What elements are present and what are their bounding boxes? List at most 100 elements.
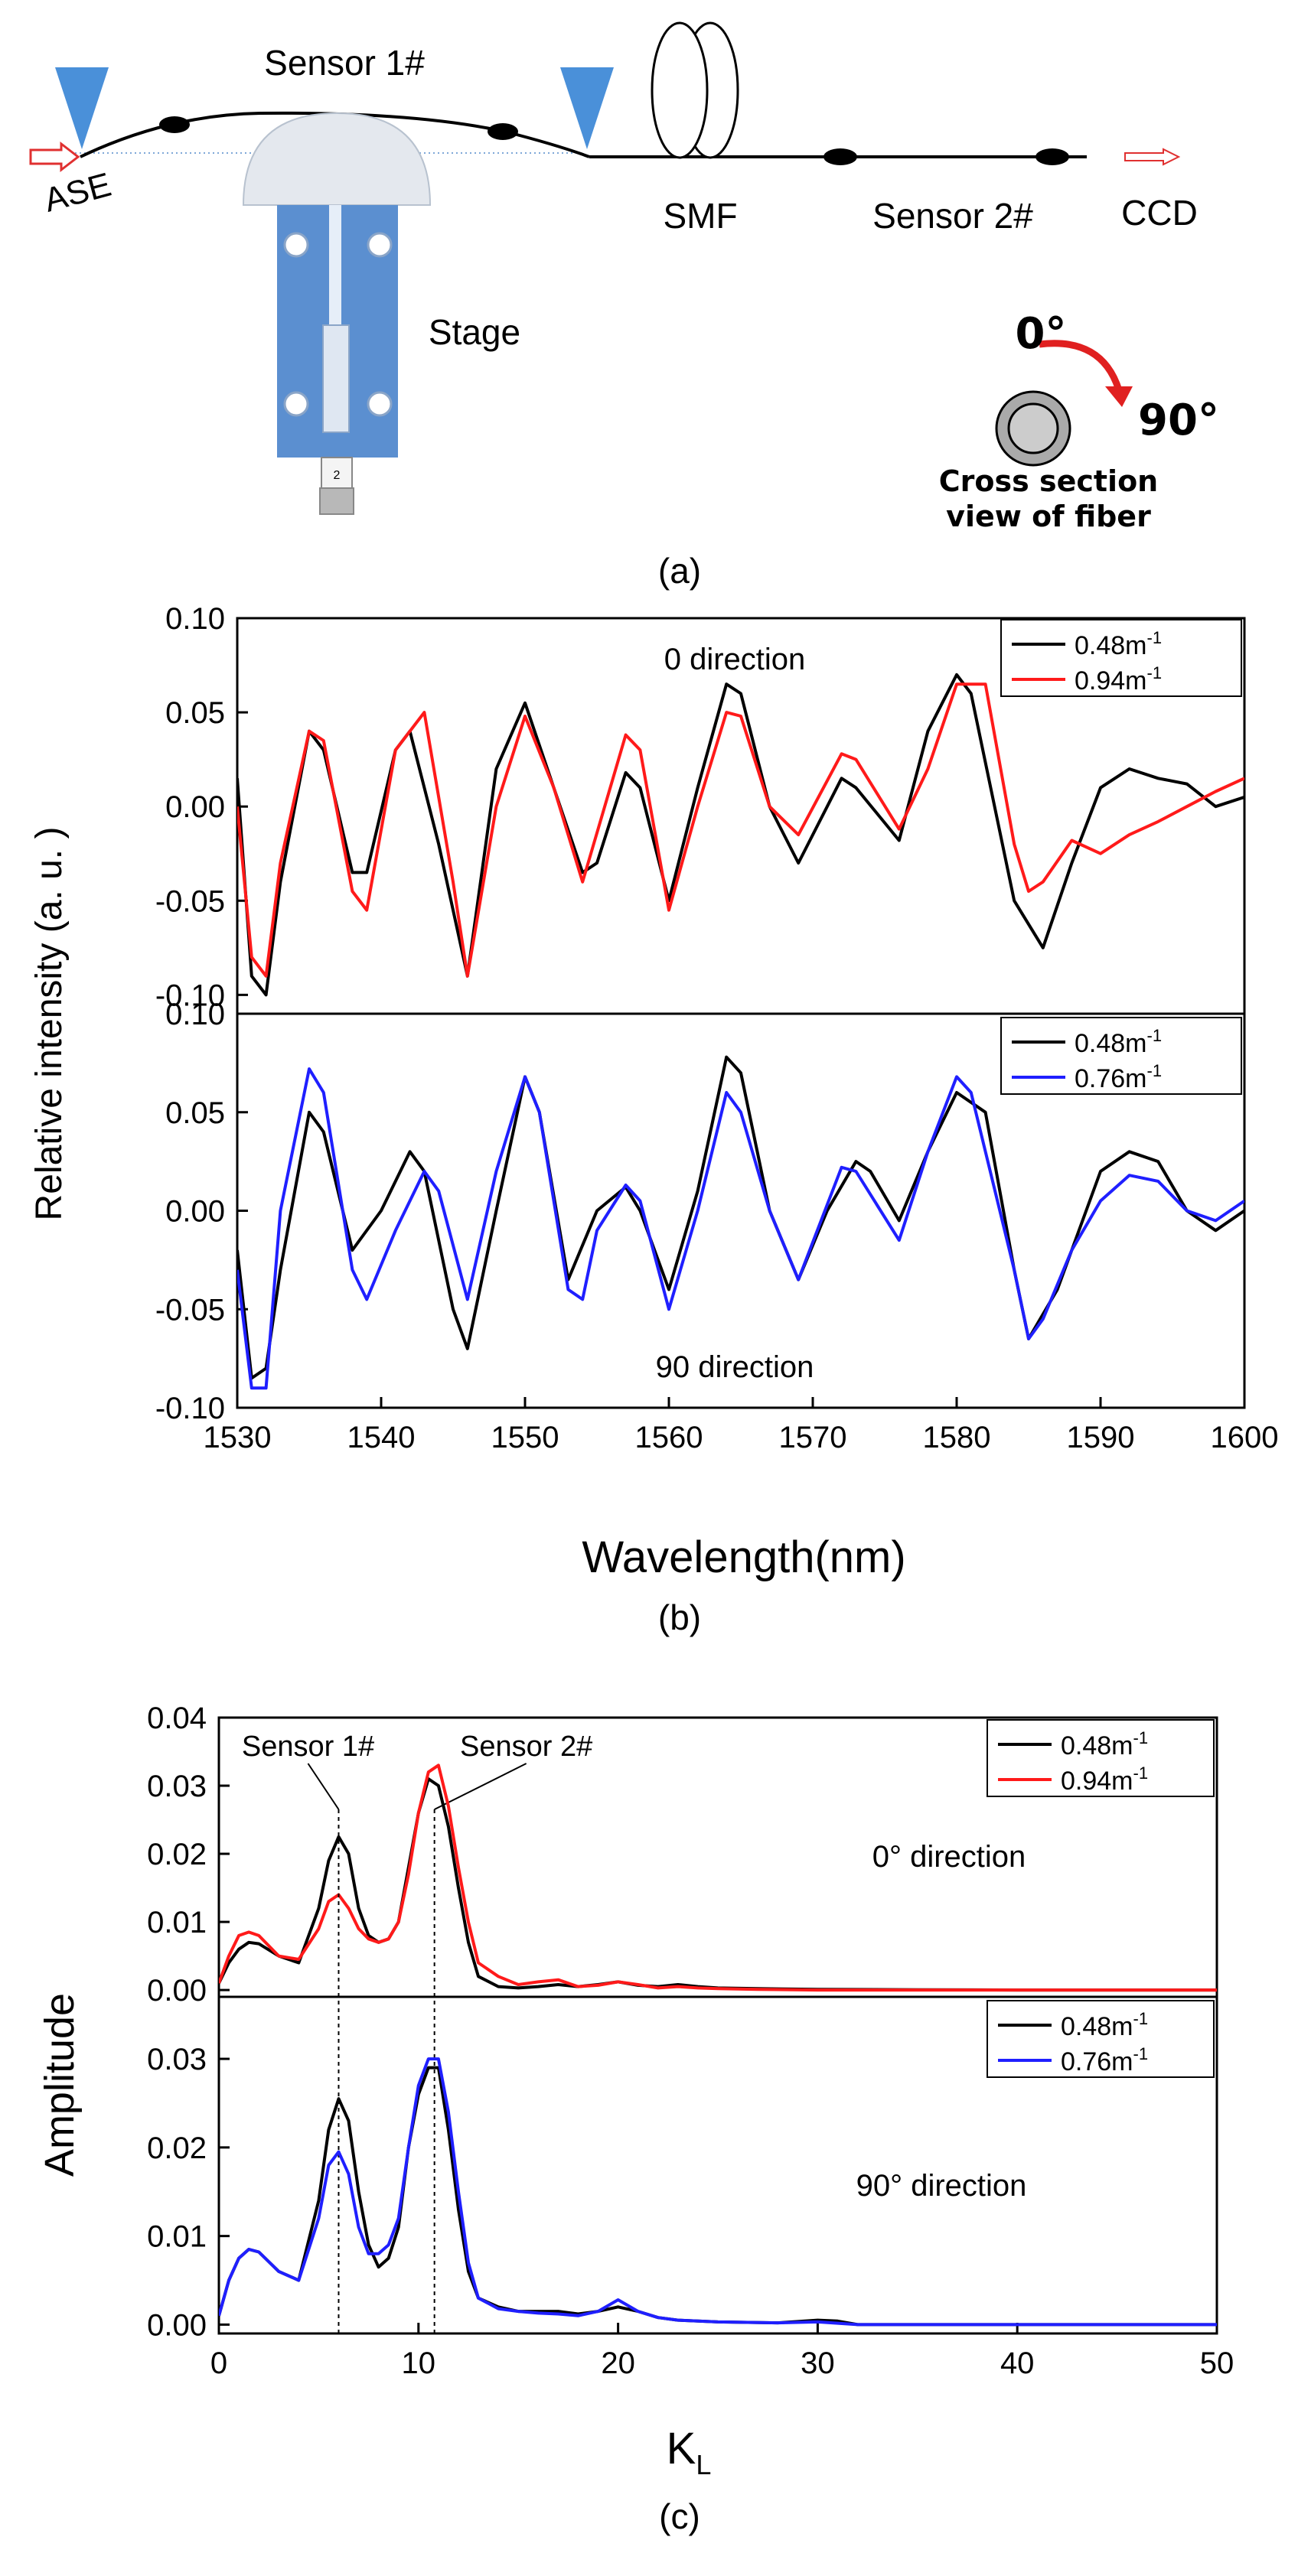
x-tick-label: 10 (402, 2346, 436, 2380)
series-line (219, 2057, 1217, 2327)
legend-label: 0.76m-1 (1061, 2044, 1148, 2076)
stage-slider (322, 324, 350, 433)
rotation-arrow (1039, 340, 1123, 392)
y-tick-label: 0.00 (147, 1974, 207, 2008)
x-tick-label: 1580 (923, 1421, 991, 1454)
sensor1-start-bead (159, 116, 190, 133)
xlabel-c-subscript: L (696, 2449, 711, 2480)
direction-annotation: 90° direction (856, 2169, 1027, 2203)
caption-b: (b) (658, 1597, 701, 1637)
caption-a: (a) (658, 551, 701, 591)
panel-b-top: 0.10 0.05 0.00 -0.05 -0.10 0 direction 0.48m-1… (155, 602, 1246, 1015)
stage-screw-tr (367, 232, 393, 258)
x-tick-label: 0 (210, 2346, 227, 2380)
angle-0-label: 0° (1016, 309, 1067, 359)
legend-label: 0.76m-1 (1075, 1061, 1162, 1093)
direction-annotation: 0° direction (872, 1840, 1026, 1874)
ccd-label: CCD (1121, 193, 1198, 233)
panel-c-bottom: 0.03 0.02 0.01 0.000 10 20 30 40 50 90° direction… (147, 1995, 1234, 2380)
ylabel-b: Relative intensity (a. u. ) (29, 827, 70, 1221)
x-tick-label: 1590 (1067, 1421, 1135, 1454)
legend-box (1000, 619, 1242, 697)
legend-box (987, 1719, 1215, 1797)
legend-label-base: 0.94m (1061, 1767, 1133, 1796)
xlabel-c-base: K (667, 2424, 696, 2473)
x-tick-label: 1530 (204, 1421, 272, 1454)
series-line (219, 2066, 1217, 2327)
rotation-arrowhead (1105, 386, 1133, 407)
ase-label: ASE (41, 166, 116, 220)
xlabel-c: KL (667, 2424, 712, 2480)
series-line (237, 672, 1244, 997)
callout-pointer (434, 1763, 527, 1810)
ylabel-c: Amplitude (37, 1993, 83, 2177)
plot-frame (217, 1995, 1218, 2335)
y-tick-label: 0.03 (147, 2043, 207, 2076)
x-tick-label: 1560 (635, 1421, 703, 1454)
cross-section-label-line1: Cross section (939, 464, 1158, 498)
stage-label: Stage (429, 312, 520, 352)
setup-diagram: 2 Sensor 1# ASE SMF Sensor 2# CCD Stage … (29, 21, 1219, 533)
legend-label: 0.94m-1 (1061, 1763, 1148, 1796)
series-line (219, 1777, 1217, 1992)
legend-label-base: 0.48m (1061, 2012, 1133, 2041)
legend-label-base: 0.48m (1075, 631, 1147, 660)
y-tick-label: 0.05 (165, 1096, 225, 1130)
legend-label-base: 0.76m (1061, 2047, 1133, 2076)
sensor2-start-bead (823, 148, 857, 165)
ase-arrow (29, 141, 80, 173)
stage-rail (329, 205, 341, 350)
legend-label-base: 0.76m (1075, 1064, 1147, 1093)
y-tick-label: 0.03 (147, 1770, 207, 1803)
legend-label: 0.48m-1 (1061, 1728, 1148, 1760)
legend-box (1000, 1017, 1242, 1095)
cross-section-label-line2: view of fiber (946, 500, 1151, 533)
x-tick-label: 30 (801, 2346, 835, 2380)
x-tick-label: 40 (1000, 2346, 1035, 2380)
y-tick-label: 0.05 (165, 696, 225, 730)
y-tick-label: -0.05 (155, 1293, 225, 1327)
legend-label-base: 0.48m (1075, 1029, 1147, 1058)
angle-90-label: 90° (1138, 396, 1219, 445)
legend-label-sup: -1 (1147, 1026, 1163, 1045)
y-tick-label: 0.01 (147, 1906, 207, 1939)
legend-label: 0.48m-1 (1075, 1026, 1162, 1058)
callout-label: Sensor 1# (242, 1731, 374, 1763)
callout-pointer (307, 1763, 340, 1810)
micrometer-digit: 2 (334, 469, 341, 482)
x-tick-label: 20 (601, 2346, 635, 2380)
bending-dome (242, 112, 432, 206)
stage-screw-br (367, 391, 393, 417)
fiber-core (1007, 402, 1059, 454)
sensor2-end-bead (1035, 148, 1069, 165)
callout-label: Sensor 2# (460, 1731, 592, 1763)
legend-label-sup: -1 (1133, 2009, 1149, 2028)
y-tick-label: -0.10 (155, 1392, 225, 1425)
y-tick-label: -0.10 (155, 979, 225, 1012)
legend-label-sup: -1 (1133, 1728, 1149, 1747)
series-line (237, 682, 1244, 978)
legend-label-sup: -1 (1147, 1061, 1163, 1080)
y-tick-label: 0.02 (147, 1838, 207, 1871)
stage-screw-bl (283, 391, 309, 417)
sensor1-label: Sensor 1# (264, 43, 425, 83)
x-tick-label: 50 (1200, 2346, 1234, 2380)
y-tick-label: 0.00 (165, 790, 225, 824)
series-line (237, 1055, 1244, 1380)
xlabel-b: Wavelength(nm) (582, 1532, 905, 1582)
right-clamp (560, 67, 614, 149)
x-tick-label: 1600 (1211, 1421, 1279, 1454)
legend-label-base: 0.48m (1061, 1731, 1133, 1760)
ccd-arrow (1124, 148, 1181, 166)
legend-label-sup: -1 (1133, 2044, 1149, 2063)
legend-label: 0.94m-1 (1075, 663, 1162, 695)
legend-label-sup: -1 (1147, 628, 1163, 647)
y-tick-label: 0.02 (147, 2131, 207, 2165)
y-tick-label: 0.04 (147, 1702, 207, 1735)
legend-label: 0.48m-1 (1075, 628, 1162, 660)
series-line (219, 1763, 1217, 1992)
x-tick-label: 1550 (491, 1421, 559, 1454)
direction-annotation: 0 direction (664, 643, 806, 676)
micrometer-knob (319, 487, 354, 515)
